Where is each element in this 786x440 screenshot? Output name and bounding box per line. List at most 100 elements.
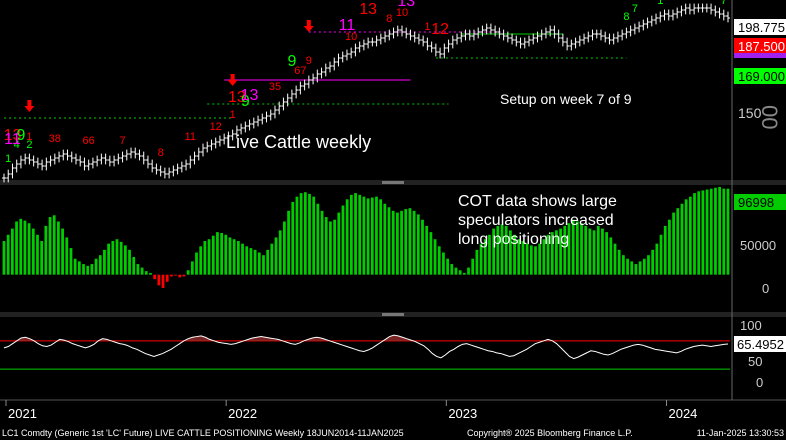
cot-bar (709, 188, 713, 275)
cot-bar (655, 243, 659, 275)
cot-bar (383, 203, 387, 275)
y-tick-label: 150 (738, 105, 762, 121)
cot-bar (391, 210, 395, 275)
cot-bar (496, 225, 500, 275)
price-tag-label: 187.500 (738, 39, 785, 54)
td-count-label: 7 (632, 3, 638, 15)
cot-bar (663, 225, 667, 275)
td-count-label: 9 (241, 93, 250, 110)
price-tag-bg (734, 19, 786, 35)
cot-bar (421, 219, 424, 275)
cot-bar (559, 228, 562, 275)
cot-bar (542, 239, 546, 275)
cot-bar (253, 249, 257, 275)
cot-bar (249, 248, 253, 275)
cot-bar (86, 265, 90, 275)
price-tag-bg (734, 38, 786, 54)
price-tag-label: 169.000 (738, 69, 785, 84)
td-count-label: 13 (359, 1, 377, 18)
cot-bar (534, 246, 537, 275)
cot-bar (40, 240, 44, 275)
cot-bar (103, 249, 106, 275)
cot-bar (358, 194, 362, 275)
cot-bar (454, 267, 458, 275)
cot-bar (77, 261, 81, 275)
cot-bar (203, 240, 207, 275)
cot-bar (295, 196, 299, 275)
cot-bar (299, 193, 303, 275)
cot-bar (174, 274, 177, 276)
td-count-label: 4 (14, 139, 20, 151)
cot-bar (580, 223, 583, 275)
cot-bar (467, 267, 470, 275)
annotation-cot-line-1: COT data shows large (458, 193, 617, 210)
cot-bar (178, 274, 182, 278)
cot-bar (82, 264, 85, 275)
cot-bar (521, 240, 525, 275)
x-tick-label: 2022 (228, 406, 257, 421)
cot-bar (303, 192, 307, 275)
cot-bar (471, 258, 475, 275)
cot-bar (659, 234, 663, 275)
cot-bar (31, 228, 35, 275)
cot-bar (513, 234, 516, 275)
cot-bar (333, 219, 336, 275)
sell-arrow-icon (227, 74, 238, 86)
cot-bar (61, 228, 64, 275)
annotation-setup: Setup on week 7 of 9 (500, 91, 632, 107)
cot-bar (613, 243, 617, 275)
cot-bar (609, 237, 613, 275)
cot-bar (479, 243, 483, 275)
cot-bar (48, 217, 52, 275)
cot-bar (236, 240, 240, 275)
cot-bar (266, 249, 270, 275)
cot-bar (19, 218, 23, 275)
cot-bar (186, 270, 190, 275)
x-tick-label: 2021 (8, 406, 37, 421)
cot-bar (15, 221, 18, 275)
cot-bar (475, 249, 479, 275)
cot-bar (232, 239, 236, 275)
cot-bar (529, 245, 533, 275)
cot-bar (705, 189, 709, 275)
td-count-label: 13 (4, 127, 22, 144)
td-count-label: 11 (339, 17, 356, 34)
td-count-label: 11 (4, 131, 21, 148)
td-count-label: 7 (721, 0, 727, 7)
rsi-overbought-fill (4, 335, 728, 341)
cot-bar (274, 237, 278, 275)
cot-bar (36, 234, 39, 275)
td-count-label: 1 (26, 131, 32, 143)
td-count-label: 13 (397, 0, 415, 10)
cot-bar (157, 274, 161, 286)
cot-bar (165, 274, 169, 282)
cot-bar (144, 271, 148, 275)
td-count-label: 9 (16, 127, 25, 144)
cot-bar (27, 223, 31, 275)
y-tick-label: 0 (756, 375, 763, 390)
cot-bar (349, 194, 353, 275)
cot-bar (387, 207, 391, 275)
cot-bar (429, 232, 433, 275)
cot-bar (341, 205, 345, 275)
cot-bar (220, 233, 223, 275)
rsi-value-tag: 65.4952 (737, 337, 784, 352)
cot-bar (676, 208, 680, 275)
cot-bar (563, 225, 567, 275)
price-tag-bg (734, 68, 786, 84)
cot-bar (621, 255, 625, 275)
cot-bar (140, 267, 144, 275)
cot-bar (642, 258, 646, 275)
td-count-label: 8 (623, 11, 629, 23)
cot-bar (257, 252, 261, 275)
rsi-value-tag-bg (734, 336, 786, 352)
cot-bar (492, 228, 496, 275)
cot-bar (458, 270, 462, 275)
footer-copyright: Copyright® 2025 Bloomberg Finance L.P. (467, 428, 633, 438)
cot-bar (584, 225, 588, 275)
td-count-label: 9 (306, 55, 312, 67)
cot-bar (425, 225, 429, 275)
cot-bar (680, 203, 684, 275)
cot-bar (211, 235, 215, 275)
cot-bar (107, 243, 111, 275)
